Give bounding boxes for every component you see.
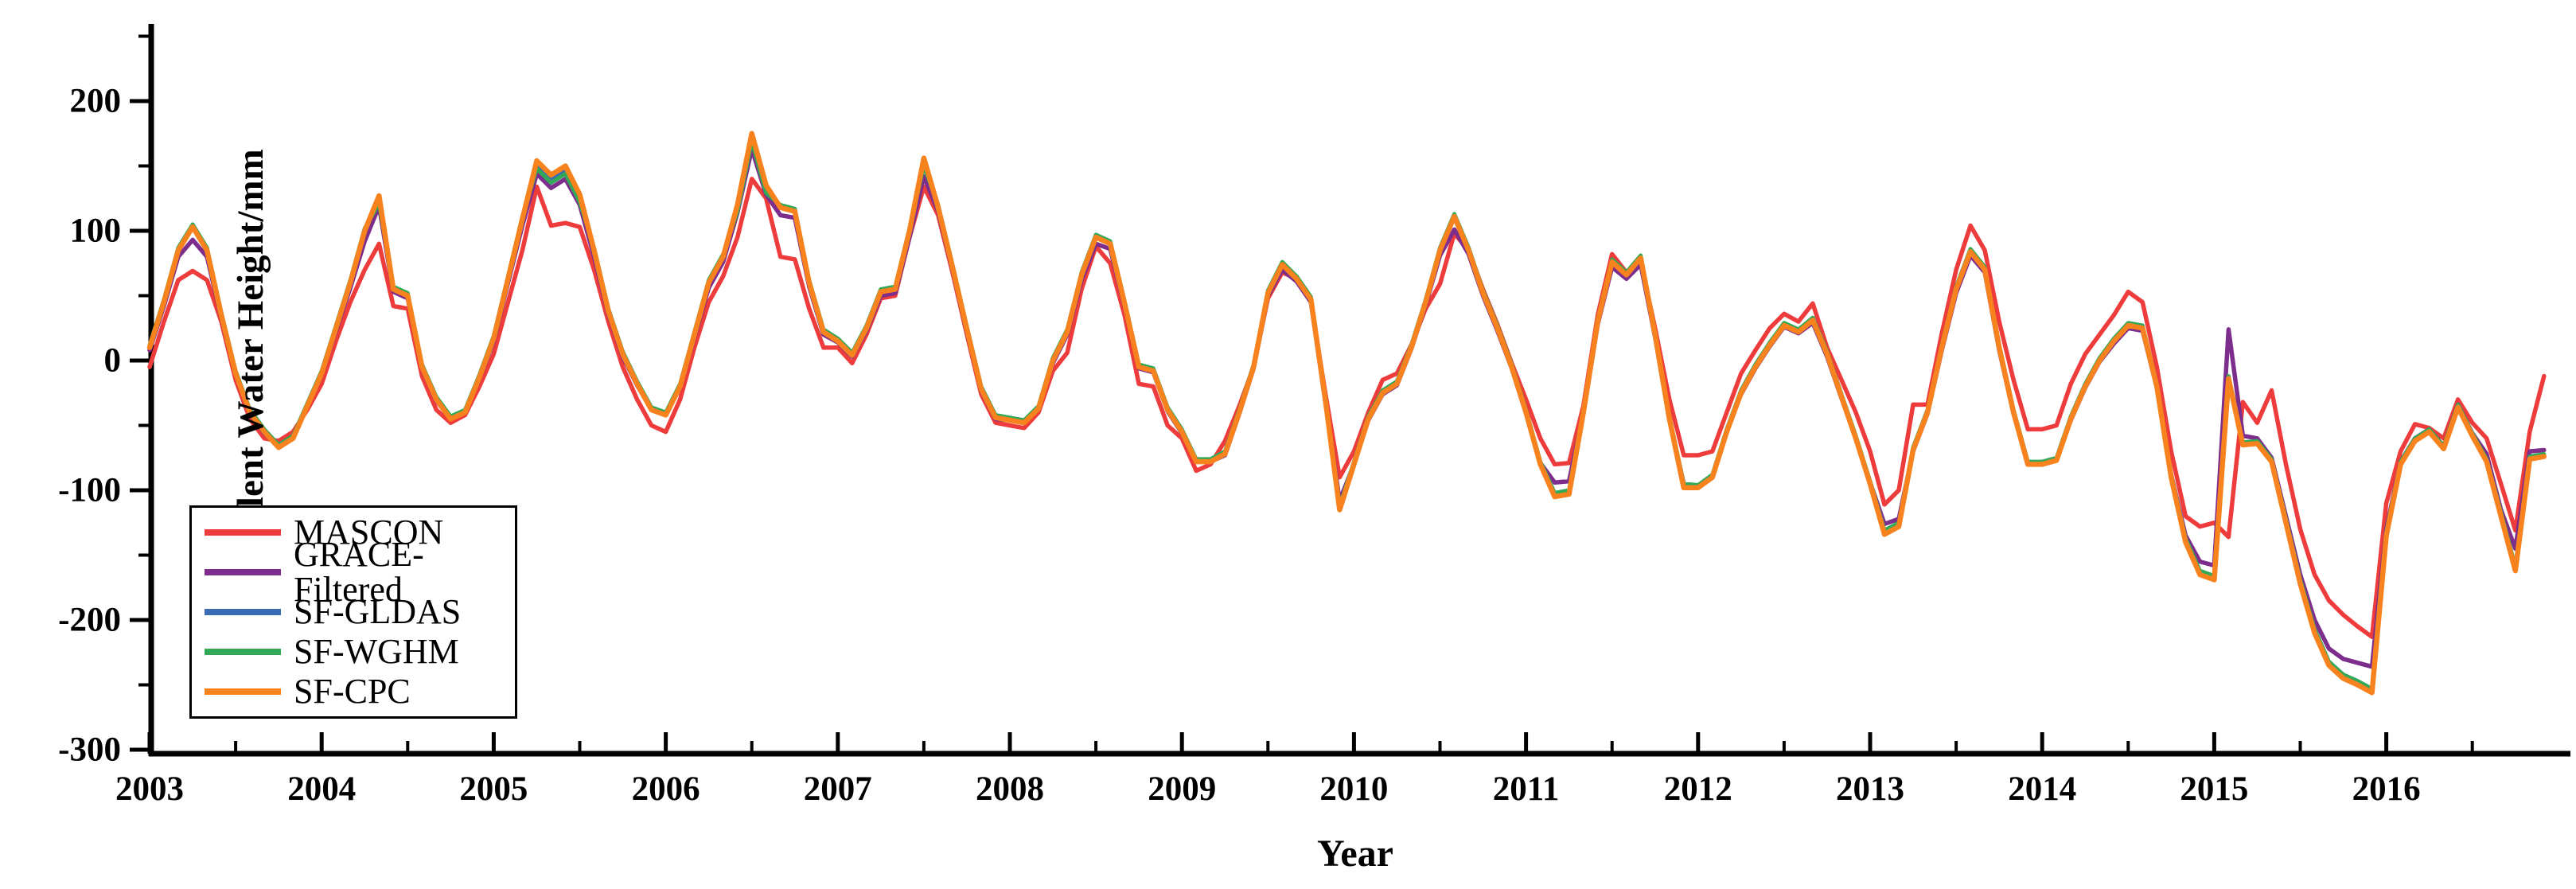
y-tick-label: -300 [58, 731, 121, 769]
x-tick-label-2008: 2008 [976, 770, 1044, 808]
legend-line-swatch [205, 649, 281, 655]
legend-label: SF-WGHM [294, 632, 459, 671]
x-tick-label-2009: 2009 [1148, 770, 1216, 808]
x-tick-label-2004: 2004 [287, 770, 356, 808]
x-tick-label-2010: 2010 [1319, 770, 1388, 808]
legend-entry-sf-wghm: SF-WGHM [192, 632, 515, 672]
legend-line-swatch [205, 529, 281, 536]
legend-entry-mascon: MASCON [192, 513, 515, 552]
x-axis-title: Year [1317, 832, 1393, 875]
legend-box: MASCON GRACE-Filtered SF-GLDAS SF-WGHM SF-CP… [189, 505, 517, 719]
x-tick-label-2003: 2003 [115, 770, 184, 808]
legend-line-swatch [205, 688, 281, 695]
legend-entry-grace-filtered: GRACE-Filtered [192, 537, 515, 607]
x-tick-label-2016: 2016 [2352, 770, 2421, 808]
legend-entry-sf-cpc: SF-CPC [192, 672, 515, 712]
x-tick-label-2015: 2015 [2180, 770, 2248, 808]
legend-label: GRACE-Filtered [294, 535, 424, 609]
y-tick-label: 100 [70, 213, 122, 250]
legend-label: SF-GLDAS [294, 592, 462, 631]
series-line-sf-cpc [146, 131, 2547, 696]
legend-label: SF-CPC [294, 672, 411, 711]
legend-line-swatch [205, 569, 281, 575]
x-tick-label-2005: 2005 [459, 770, 528, 808]
x-tick-label-2014: 2014 [2008, 770, 2076, 808]
legend-entry-sf-gldas: SF-GLDAS [192, 592, 515, 632]
y-tick-label: -200 [58, 602, 121, 639]
series-line-mascon [147, 177, 2547, 639]
x-tick-label-2007: 2007 [804, 770, 872, 808]
x-tick-label-2011: 2011 [1493, 770, 1560, 808]
y-tick-label: 200 [70, 83, 122, 120]
x-tick-label-2012: 2012 [1664, 770, 1732, 808]
legend-label: MASCON [294, 513, 444, 552]
y-tick-label: 0 [104, 342, 122, 380]
x-tick-label-2013: 2013 [1836, 770, 1904, 808]
y-tick-label: -100 [58, 472, 121, 509]
x-tick-label-2006: 2006 [632, 770, 700, 808]
legend-line-swatch [205, 609, 281, 615]
